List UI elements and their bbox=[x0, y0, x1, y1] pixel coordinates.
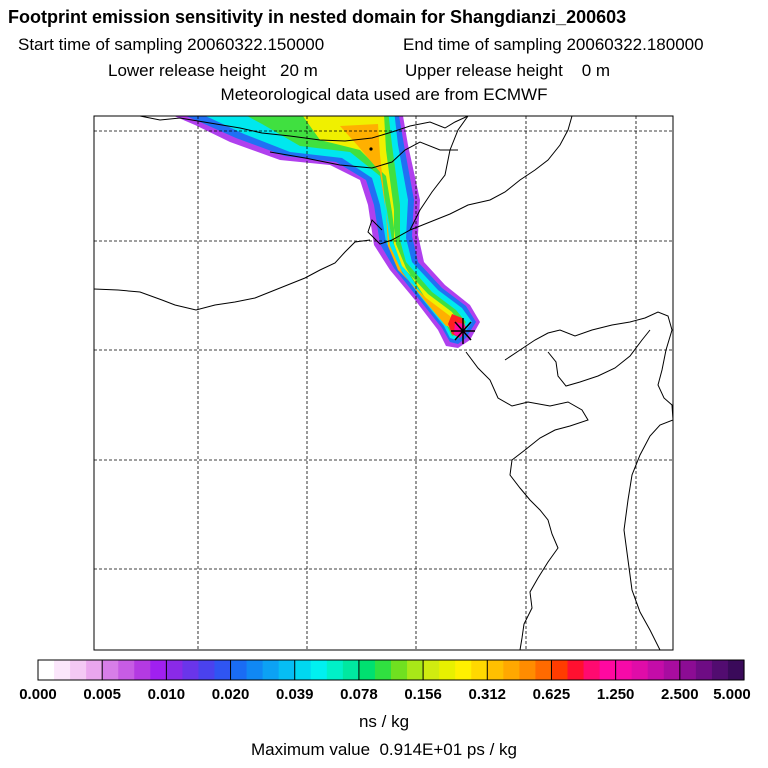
colorbar-swatch bbox=[583, 660, 601, 680]
colorbar-swatch bbox=[118, 660, 135, 680]
plot-title: Footprint emission sensitivity in nested… bbox=[8, 7, 627, 27]
colorbar-tick-label: 5.000 bbox=[713, 686, 751, 703]
colorbar-swatch bbox=[471, 660, 488, 680]
map-area bbox=[94, 116, 673, 650]
colorbar-swatch bbox=[214, 660, 232, 680]
colorbar-swatch bbox=[439, 660, 456, 680]
colorbar-swatch bbox=[262, 660, 280, 680]
colorbar-swatch bbox=[278, 660, 296, 680]
colorbar-swatch bbox=[631, 660, 649, 680]
coastline-north bbox=[139, 116, 469, 142]
colorbar-swatch bbox=[535, 660, 553, 680]
coastline-bay bbox=[409, 116, 573, 231]
grid-lines bbox=[94, 116, 673, 650]
colorbar-swatch bbox=[38, 660, 55, 680]
colorbar-swatch bbox=[86, 660, 103, 680]
colorbar-swatch bbox=[374, 660, 392, 680]
colorbar-swatch bbox=[615, 660, 633, 680]
colorbar-tick-label: 1.250 bbox=[597, 686, 635, 703]
colorbar-swatch bbox=[166, 660, 184, 680]
coastline-west-border bbox=[94, 239, 371, 311]
colorbar-swatch bbox=[647, 660, 665, 680]
colorbar-tick-label: 0.156 bbox=[404, 686, 442, 703]
maximum-value-label: Maximum value 0.914E+01 ps / kg bbox=[251, 740, 517, 759]
footprint-plume bbox=[174, 116, 480, 348]
colorbar-swatch bbox=[102, 660, 119, 680]
coastline-ribbon bbox=[269, 141, 458, 169]
end-time-label: End time of sampling 20060322.180000 bbox=[403, 35, 704, 54]
colorbar-tick-label: 0.078 bbox=[340, 686, 378, 703]
colorbar-tick-label: 0.312 bbox=[468, 686, 506, 703]
colorbar-swatch bbox=[519, 660, 537, 680]
colorbar-swatch bbox=[423, 660, 440, 680]
upper-release-height: Upper release height 0 m bbox=[405, 61, 611, 80]
colorbar-swatch bbox=[711, 660, 729, 680]
colorbar-swatch bbox=[182, 660, 200, 680]
colorbar-tick-label: 0.020 bbox=[212, 686, 250, 703]
coastline-east bbox=[367, 116, 469, 245]
colorbar-swatch bbox=[455, 660, 472, 680]
coastlines bbox=[94, 116, 673, 650]
colorbar-swatch bbox=[391, 660, 408, 680]
colorbar-ticks: 0.000 0.005 0.010 0.020 0.039 0.078 0.156 0.312… bbox=[19, 660, 751, 703]
colorbar-swatch bbox=[503, 660, 520, 680]
colorbar-tick-label: 0.000 bbox=[19, 686, 57, 703]
colorbar-swatch bbox=[150, 660, 167, 680]
colorbar-swatch bbox=[695, 660, 713, 680]
colorbar-swatch bbox=[663, 660, 681, 680]
colorbar-swatch bbox=[358, 660, 376, 680]
colorbar-tick-label: 2.500 bbox=[661, 686, 699, 703]
colorbar-tick-label: 0.625 bbox=[533, 686, 571, 703]
colorbar-swatch bbox=[54, 660, 71, 680]
colorbar bbox=[37, 659, 745, 681]
receptor-marker bbox=[451, 318, 475, 344]
colorbar-swatch bbox=[310, 660, 328, 680]
colorbar-swatch bbox=[407, 660, 424, 680]
colorbar-tick-label: 0.005 bbox=[83, 686, 121, 703]
plume-contour-blue bbox=[186, 116, 476, 344]
colorbar-unit-label: ns / kg bbox=[358, 712, 410, 731]
colorbar-swatch bbox=[134, 660, 151, 680]
colorbar-swatch bbox=[487, 660, 504, 680]
map-frame bbox=[93, 115, 674, 651]
plume-contour-yellow bbox=[302, 116, 460, 330]
colorbar-tick-label: 0.039 bbox=[276, 686, 314, 703]
colorbar-swatch bbox=[342, 660, 360, 680]
lower-release-height: Lower release height 20 m bbox=[108, 61, 318, 80]
colorbar-swatch bbox=[198, 660, 216, 680]
start-time-label: Start time of sampling 20060322.150000 bbox=[18, 35, 325, 54]
colorbar-swatch bbox=[326, 660, 344, 680]
colorbar-swatch bbox=[294, 660, 312, 680]
met-data-label: Meteorological data used are from ECMWF bbox=[220, 85, 548, 104]
colorbar-tick-label: 0.010 bbox=[148, 686, 186, 703]
city-dot bbox=[369, 147, 373, 151]
colorbar-swatch bbox=[567, 660, 585, 680]
colorbar-swatch bbox=[599, 660, 617, 680]
colorbar-swatch bbox=[551, 660, 569, 680]
coastline-korea bbox=[504, 311, 673, 650]
colorbar-swatch bbox=[679, 660, 697, 680]
colorbar-swatch bbox=[230, 660, 248, 680]
colorbar-swatch bbox=[727, 660, 745, 680]
colorbar-swatch bbox=[246, 660, 264, 680]
colorbar-swatch bbox=[70, 660, 87, 680]
